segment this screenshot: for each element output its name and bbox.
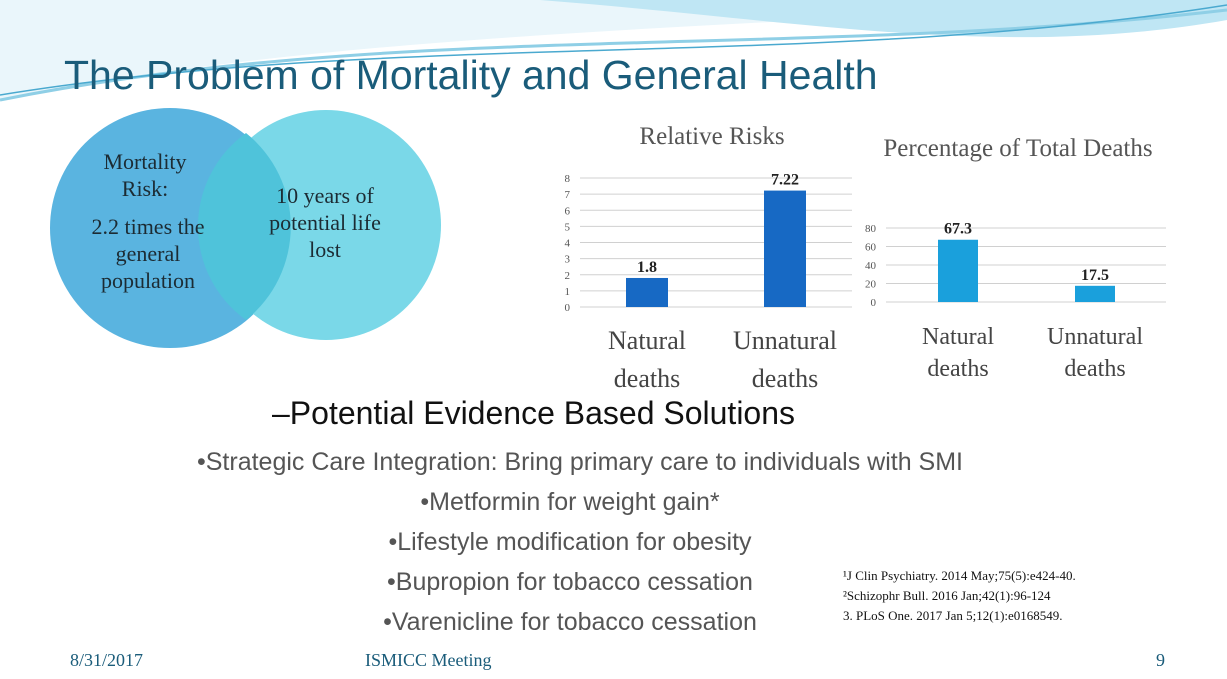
bar [938, 239, 978, 302]
y-tick-label: 60 [865, 242, 877, 254]
y-tick-label: 2 [565, 270, 571, 282]
bar [626, 277, 668, 307]
chart-title: Relative Risks [639, 123, 785, 150]
bullet-item: •Strategic Care Integration: Bring prima… [196, 448, 964, 476]
x-tick-label: Unnatural deaths [733, 326, 837, 393]
reference: ¹J Clin Psychiatry. 2014 May;75(5):e424-… [843, 568, 1076, 583]
data-label: 1.8 [637, 259, 657, 276]
bullet-item: •Metformin for weight gain* [420, 488, 720, 516]
x-tick-label: Natural deaths [608, 326, 686, 393]
bar [1075, 285, 1115, 302]
data-label: 17.5 [1081, 267, 1109, 284]
chart-title: Percentage of Total Deaths [883, 135, 1153, 162]
data-label: 7.22 [771, 172, 799, 189]
reference: 3. PLoS One. 2017 Jan 5;12(1):e0168549. [843, 608, 1063, 623]
y-tick-label: 1 [565, 286, 571, 298]
reference: ²Schizophr Bull. 2016 Jan;42(1):96-124 [843, 588, 1051, 603]
bullet-item: •Varenicline for tobacco cessation [383, 608, 757, 636]
page-number: 9 [1156, 650, 1165, 670]
venn-left-text: 2.2 times the general population [91, 214, 205, 293]
y-tick-label: 80 [865, 223, 877, 235]
subheading: –Potential Evidence Based Solutions [272, 395, 796, 431]
y-tick-label: 6 [565, 205, 571, 217]
venn-right-text: 10 years of potential life lost [269, 183, 381, 262]
y-tick-label: 0 [871, 297, 877, 309]
data-label: 67.3 [944, 221, 972, 238]
x-tick-label: Natural deaths [922, 324, 994, 382]
slide-title: The Problem of Mortality and General Hea… [64, 52, 878, 98]
y-tick-label: 20 [865, 279, 877, 291]
y-tick-label: 0 [565, 302, 571, 314]
bullet-item: •Lifestyle modification for obesity [388, 528, 752, 556]
y-tick-label: 4 [565, 238, 571, 250]
y-tick-label: 3 [565, 254, 571, 266]
footer-date: 8/31/2017 [70, 650, 144, 670]
bullet-item: •Bupropion for tobacco cessation [387, 568, 753, 596]
x-tick-label: Unnatural deaths [1047, 324, 1143, 382]
footer-event: ISMICC Meeting [365, 650, 492, 670]
y-tick-label: 5 [565, 221, 571, 233]
y-tick-label: 40 [865, 260, 877, 272]
bar [764, 190, 806, 307]
y-tick-label: 7 [565, 189, 571, 201]
venn-heading: Mortality Risk: [103, 149, 187, 201]
y-tick-label: 8 [565, 173, 571, 185]
